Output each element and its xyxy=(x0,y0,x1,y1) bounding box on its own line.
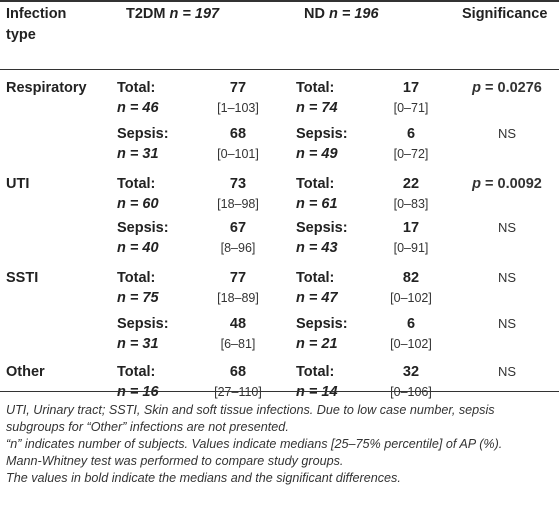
significance-value: NS xyxy=(497,220,517,235)
t2dm-iqr: [8–96] xyxy=(220,241,256,255)
header-rule xyxy=(0,69,559,70)
nd-iqr: [0–72] xyxy=(393,147,429,161)
nd-iqr: [0–106] xyxy=(390,385,432,399)
nd-value: 6 [0–72] xyxy=(366,124,456,164)
nd-median: 22 xyxy=(402,176,420,192)
t2dm-label: Sepsis: n = 31 xyxy=(117,316,169,352)
t2dm-median: 67 xyxy=(229,220,247,236)
table-footnote: Mann-Whitney test was performed to compa… xyxy=(6,454,344,468)
table-footnote: The values in bold indicate the medians … xyxy=(6,471,401,485)
nd-iqr: [0–102] xyxy=(390,291,432,305)
header-t2dm: T2DM n = 197 xyxy=(126,6,220,22)
significance-value: NS xyxy=(497,270,517,285)
t2dm-iqr: [18–98] xyxy=(217,197,259,211)
nd-value: 17 [0–71] xyxy=(366,78,456,118)
nd-value: 17 [0–91] xyxy=(366,218,456,258)
table-footnote: UTI, Urinary tract; SSTI, Skin and soft … xyxy=(6,403,495,417)
t2dm-iqr: [0–101] xyxy=(217,147,259,161)
t2dm-value: 68 [0–101] xyxy=(193,124,283,164)
nd-median: 6 xyxy=(406,126,416,142)
header-infection-type: Infection type xyxy=(6,6,67,43)
nd-label: Total: n = 74 xyxy=(296,80,338,116)
t2dm-label: Sepsis: n = 31 xyxy=(117,126,169,162)
t2dm-value: 77 [18–89] xyxy=(193,268,283,308)
nd-label: Total: n = 14 xyxy=(296,364,338,400)
t2dm-value: 73 [18–98] xyxy=(193,174,283,214)
infection-type: UTI xyxy=(6,176,30,192)
nd-median: 32 xyxy=(402,364,420,380)
nd-label: Sepsis: n = 21 xyxy=(296,316,348,352)
significance-value: NS xyxy=(497,316,517,331)
nd-value: 22 [0–83] xyxy=(366,174,456,214)
nd-label: Total: n = 61 xyxy=(296,176,338,212)
header-nd: ND n = 196 xyxy=(304,6,379,22)
t2dm-iqr: [6–81] xyxy=(220,337,256,351)
nd-iqr: [0–83] xyxy=(393,197,429,211)
t2dm-median: 48 xyxy=(229,316,247,332)
table-footnote: subgroups for “Other” infections are not… xyxy=(6,420,289,434)
nd-value: 32 [0–106] xyxy=(366,362,456,402)
t2dm-median: 77 xyxy=(229,270,247,286)
significance-value: p = 0.0092 xyxy=(472,176,542,192)
t2dm-iqr: [18–89] xyxy=(217,291,259,305)
nd-iqr: [0–91] xyxy=(393,241,429,255)
t2dm-value: 48 [6–81] xyxy=(193,314,283,354)
t2dm-label: Total: n = 46 xyxy=(117,80,159,116)
nd-median: 17 xyxy=(402,80,420,96)
t2dm-median: 77 xyxy=(229,80,247,96)
t2dm-median: 68 xyxy=(229,364,247,380)
t2dm-median: 73 xyxy=(229,176,247,192)
significance-value: NS xyxy=(497,364,517,379)
table-bottom-rule xyxy=(0,391,559,392)
table-top-rule xyxy=(0,0,559,2)
significance-value: p = 0.0276 xyxy=(472,80,542,96)
t2dm-median: 68 xyxy=(229,126,247,142)
nd-median: 6 xyxy=(406,316,416,332)
t2dm-label: Total: n = 75 xyxy=(117,270,159,306)
nd-median: 82 xyxy=(402,270,420,286)
nd-label: Sepsis: n = 43 xyxy=(296,220,348,256)
significance-value: NS xyxy=(497,126,517,141)
t2dm-label: Total: n = 60 xyxy=(117,176,159,212)
nd-label: Sepsis: n = 49 xyxy=(296,126,348,162)
nd-label: Total: n = 47 xyxy=(296,270,338,306)
header-significance: Significance xyxy=(462,6,548,22)
nd-value: 6 [0–102] xyxy=(366,314,456,354)
nd-iqr: [0–71] xyxy=(393,101,429,115)
nd-value: 82 [0–102] xyxy=(366,268,456,308)
infection-type: SSTI xyxy=(6,270,39,286)
infection-type: Respiratory xyxy=(6,80,87,96)
t2dm-value: 67 [8–96] xyxy=(193,218,283,258)
t2dm-iqr: [27–110] xyxy=(214,385,262,399)
t2dm-label: Sepsis: n = 40 xyxy=(117,220,169,256)
infection-type: Other xyxy=(6,364,45,380)
nd-iqr: [0–102] xyxy=(390,337,432,351)
t2dm-label: Total: n = 16 xyxy=(117,364,159,400)
nd-median: 17 xyxy=(402,220,420,236)
t2dm-value: 77 [1–103] xyxy=(193,78,283,118)
t2dm-value: 68 [27–110] xyxy=(193,362,283,402)
table-footnote: “n” indicates number of subjects. Values… xyxy=(6,437,503,451)
t2dm-iqr: [1–103] xyxy=(217,101,259,115)
